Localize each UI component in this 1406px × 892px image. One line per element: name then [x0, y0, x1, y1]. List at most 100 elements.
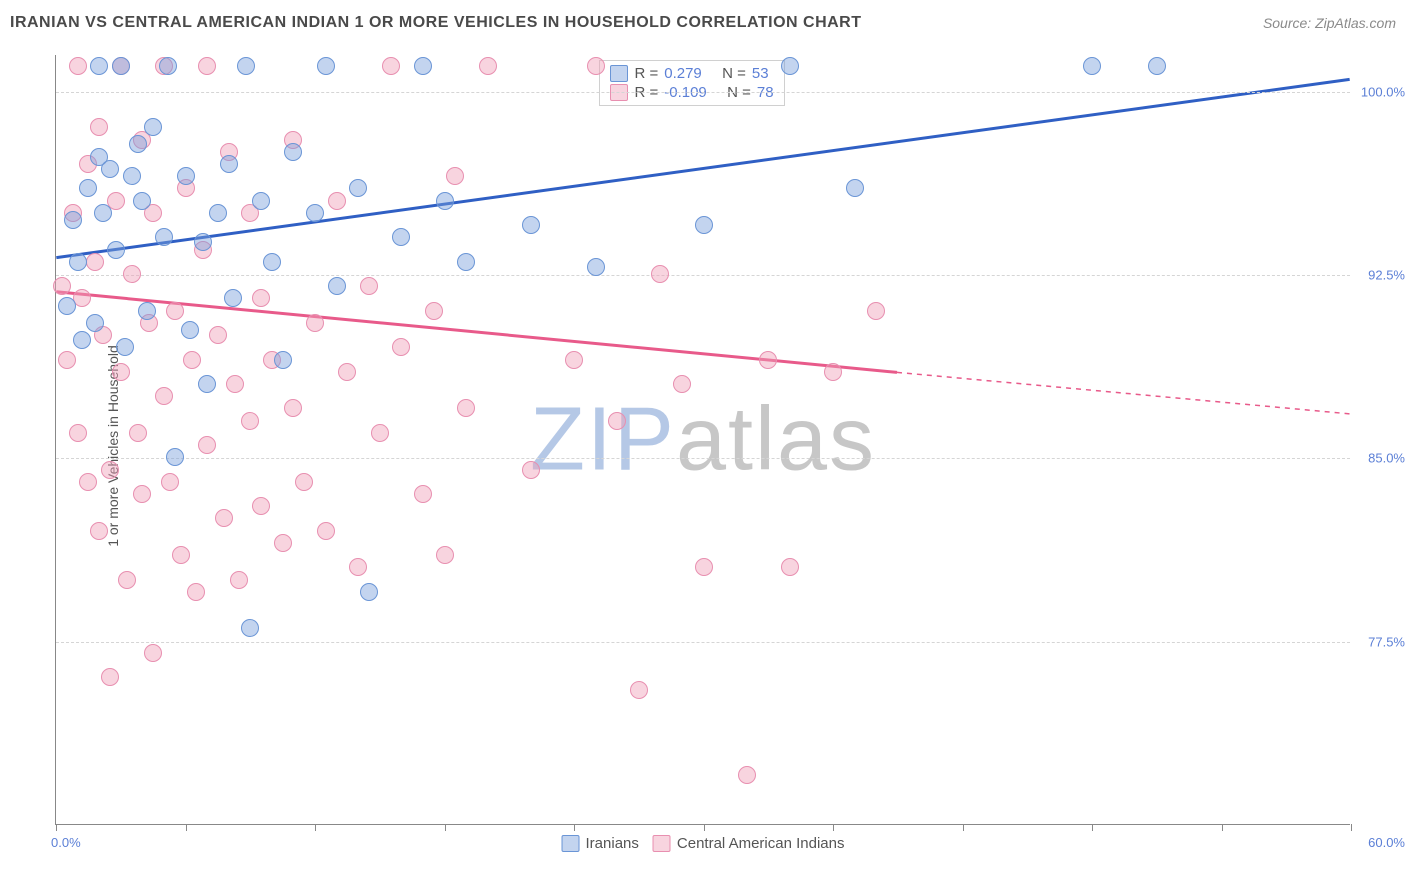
scatter-point-blue: [194, 233, 212, 251]
x-tick: [1351, 824, 1352, 831]
x-tick: [1222, 824, 1223, 831]
scatter-point-blue: [133, 192, 151, 210]
scatter-point-pink: [824, 363, 842, 381]
scatter-point-pink: [69, 424, 87, 442]
scatter-point-blue: [58, 297, 76, 315]
x-tick: [704, 824, 705, 831]
scatter-point-blue: [220, 155, 238, 173]
gridline-h: [56, 92, 1350, 93]
scatter-point-blue: [86, 314, 104, 332]
scatter-point-blue: [317, 57, 335, 75]
scatter-point-pink: [118, 571, 136, 589]
scatter-point-blue: [241, 619, 259, 637]
scatter-point-pink: [183, 351, 201, 369]
scatter-point-pink: [328, 192, 346, 210]
scatter-point-pink: [215, 509, 233, 527]
scatter-point-pink: [226, 375, 244, 393]
scatter-point-pink: [651, 265, 669, 283]
scatter-point-pink: [129, 424, 147, 442]
scatter-point-pink: [252, 289, 270, 307]
legend-swatch-blue: [562, 835, 580, 852]
series-legend: Iranians Central American Indians: [562, 835, 845, 852]
scatter-point-blue: [695, 216, 713, 234]
scatter-point-blue: [587, 258, 605, 276]
scatter-point-pink: [69, 57, 87, 75]
scatter-point-pink: [425, 302, 443, 320]
scatter-point-pink: [53, 277, 71, 295]
scatter-point-pink: [349, 558, 367, 576]
legend-n-blue: 53: [752, 65, 769, 82]
scatter-point-blue: [181, 321, 199, 339]
scatter-point-pink: [133, 485, 151, 503]
scatter-point-pink: [86, 253, 104, 271]
scatter-point-blue: [198, 375, 216, 393]
scatter-point-blue: [392, 228, 410, 246]
y-tick-label: 100.0%: [1355, 84, 1405, 99]
scatter-point-pink: [155, 387, 173, 405]
scatter-point-pink: [781, 558, 799, 576]
scatter-point-blue: [360, 583, 378, 601]
scatter-point-pink: [284, 399, 302, 417]
scatter-point-pink: [457, 399, 475, 417]
scatter-point-blue: [159, 57, 177, 75]
scatter-point-blue: [224, 289, 242, 307]
scatter-point-pink: [738, 766, 756, 784]
scatter-point-pink: [187, 583, 205, 601]
scatter-point-blue: [1148, 57, 1166, 75]
scatter-point-blue: [166, 448, 184, 466]
scatter-point-pink: [673, 375, 691, 393]
scatter-point-blue: [177, 167, 195, 185]
scatter-point-pink: [230, 571, 248, 589]
series-legend-item-pink: Central American Indians: [653, 835, 845, 852]
x-tick: [833, 824, 834, 831]
correlation-legend-row-blue: R = 0.279 N = 53: [610, 65, 773, 82]
legend-r-prefix: R =: [634, 65, 658, 82]
chart-title: IRANIAN VS CENTRAL AMERICAN INDIAN 1 OR …: [10, 14, 862, 32]
x-tick: [186, 824, 187, 831]
scatter-point-blue: [846, 179, 864, 197]
gridline-h: [56, 275, 1350, 276]
scatter-point-blue: [457, 253, 475, 271]
scatter-point-pink: [274, 534, 292, 552]
trend-lines-svg: [56, 55, 1350, 824]
scatter-point-pink: [759, 351, 777, 369]
scatter-point-blue: [414, 57, 432, 75]
legend-swatch-blue: [610, 65, 628, 82]
scatter-point-blue: [284, 143, 302, 161]
scatter-point-blue: [328, 277, 346, 295]
series-name-blue: Iranians: [586, 835, 639, 852]
scatter-point-pink: [479, 57, 497, 75]
chart-plot-area: ZIPatlas R = 0.279 N = 53 R = -0.109 N =…: [55, 55, 1350, 825]
scatter-point-pink: [101, 668, 119, 686]
x-axis-max-label: 60.0%: [1368, 835, 1405, 850]
x-tick: [963, 824, 964, 831]
scatter-point-pink: [295, 473, 313, 491]
scatter-point-pink: [436, 546, 454, 564]
x-tick: [1092, 824, 1093, 831]
scatter-point-blue: [436, 192, 454, 210]
scatter-point-pink: [90, 522, 108, 540]
scatter-point-blue: [79, 179, 97, 197]
scatter-point-blue: [90, 57, 108, 75]
scatter-point-pink: [522, 461, 540, 479]
scatter-point-pink: [90, 118, 108, 136]
legend-swatch-pink: [653, 835, 671, 852]
trend-line: [897, 372, 1350, 414]
scatter-point-pink: [360, 277, 378, 295]
scatter-point-blue: [94, 204, 112, 222]
scatter-point-pink: [241, 412, 259, 430]
scatter-point-pink: [172, 546, 190, 564]
scatter-point-blue: [209, 204, 227, 222]
scatter-point-pink: [144, 644, 162, 662]
scatter-point-pink: [101, 461, 119, 479]
y-tick-label: 77.5%: [1355, 634, 1405, 649]
y-tick-label: 92.5%: [1355, 268, 1405, 283]
scatter-point-blue: [1083, 57, 1101, 75]
gridline-h: [56, 458, 1350, 459]
x-tick: [315, 824, 316, 831]
series-legend-item-blue: Iranians: [562, 835, 639, 852]
chart-source: Source: ZipAtlas.com: [1263, 15, 1396, 31]
scatter-point-pink: [198, 57, 216, 75]
legend-n-prefix: N =: [722, 65, 746, 82]
scatter-point-pink: [382, 57, 400, 75]
